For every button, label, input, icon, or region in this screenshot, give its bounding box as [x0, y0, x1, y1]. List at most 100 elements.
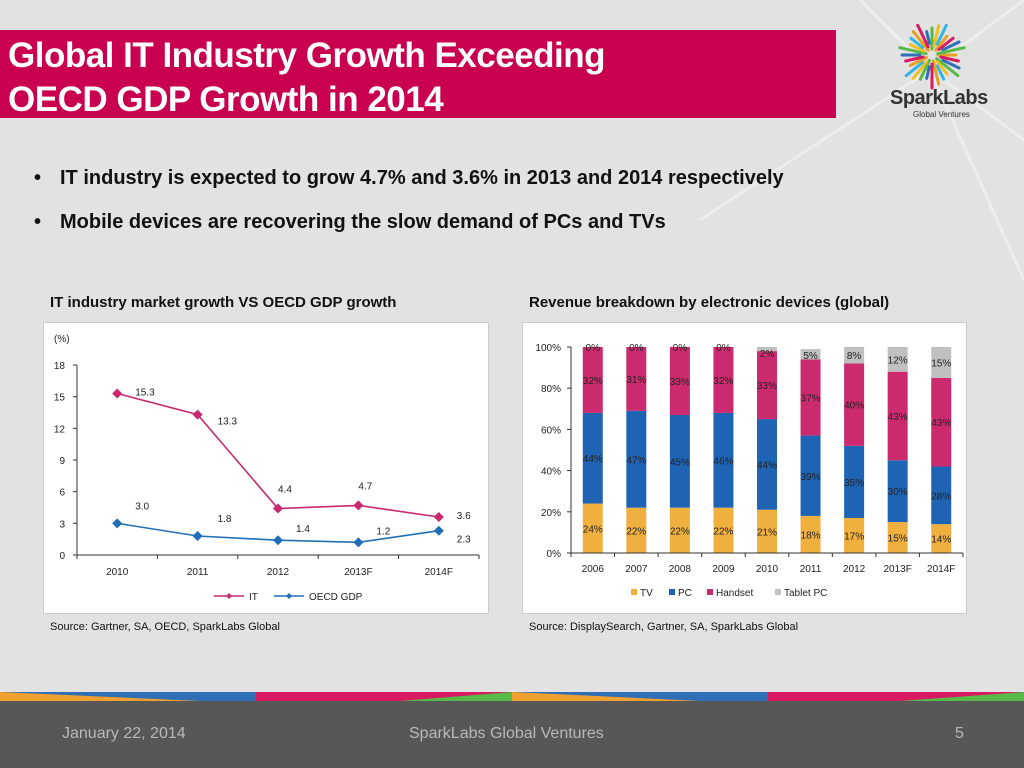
data-label: 33%: [670, 377, 690, 388]
bar-segment-tablet-pc: [931, 347, 952, 378]
y-tick-label: 20%: [541, 508, 561, 519]
legend-swatch: [775, 589, 781, 595]
bar-segment-tablet-pc: [800, 349, 821, 360]
logo-ray: [909, 36, 925, 50]
x-tick-label: 2014F: [927, 564, 955, 575]
data-label: 43%: [931, 418, 951, 429]
data-label: 35%: [844, 478, 864, 489]
bar-segment-pc: [669, 414, 690, 508]
data-label: 37%: [801, 393, 821, 404]
bar-segment-handset: [887, 371, 908, 461]
slide-title: Global IT Industry Growth Exceeding OECD…: [8, 34, 606, 122]
legend-label: TV: [640, 588, 653, 599]
title-line-2: OECD GDP Growth in 2014: [8, 80, 444, 119]
data-label: 0%: [629, 343, 644, 354]
line-chart-source: Source: Gartner, SA, OECD, SparkLabs Glo…: [50, 621, 280, 633]
page-number: 5: [955, 725, 964, 742]
bar-segment-tv: [713, 507, 734, 553]
logo-ray: [916, 23, 930, 49]
bullet-1: • IT industry is expected to grow 4.7% an…: [34, 166, 784, 190]
bar-segment-pc: [800, 435, 821, 516]
bar-segment-pc: [844, 445, 865, 518]
logo-ray: [931, 59, 941, 86]
y-tick-label: 0%: [547, 549, 562, 560]
bar-segment-handset: [626, 347, 647, 411]
title-bar: [0, 30, 836, 118]
bar-segment-tablet-pc: [757, 347, 777, 352]
title-line-1: Global IT Industry Growth Exceeding: [8, 36, 606, 75]
x-tick-label: 2012: [267, 567, 290, 578]
bar-segment-tv: [757, 509, 777, 553]
bar-segment-handset: [757, 351, 777, 420]
data-label: 43%: [888, 412, 908, 423]
y-tick-label: 40%: [541, 467, 561, 478]
bullet-icon: •: [34, 211, 42, 233]
logo-ray: [908, 43, 926, 53]
data-label: 1.8: [218, 514, 232, 525]
x-tick-label: 2006: [582, 564, 605, 575]
bar-segment-handset: [800, 359, 821, 436]
bar-segment-handset: [844, 363, 865, 446]
logo-ray: [935, 64, 946, 81]
y-axis-unit: (%): [54, 334, 70, 345]
bar-segment-pc: [931, 466, 952, 525]
logo-ray: [911, 30, 930, 52]
logo-ray: [925, 65, 931, 80]
x-tick-label: 2010: [106, 567, 129, 578]
logo-ray: [908, 56, 929, 67]
y-tick-label: 18: [54, 361, 66, 372]
data-label: 22%: [626, 526, 646, 537]
data-label: 2.3: [457, 535, 471, 546]
logo-ray: [941, 40, 961, 52]
data-label: 0%: [673, 343, 688, 354]
legend-label: IT: [249, 592, 258, 603]
data-label: 24%: [583, 524, 603, 535]
data-label: 5%: [803, 351, 818, 362]
bar-chart-title: Revenue breakdown by electronic devices …: [529, 294, 890, 311]
y-tick-label: 100%: [535, 343, 561, 354]
data-label: 32%: [713, 376, 733, 387]
x-tick-label: 2011: [800, 564, 822, 575]
bar-segment-handset: [931, 377, 952, 467]
x-tick-label: 2011: [187, 567, 209, 578]
bar-segment-tv: [844, 517, 865, 553]
line-chart: (%) 0 3 6 9 12 15 18 2010 2011 2012 2013F 2014F 15.3 1…: [54, 334, 480, 603]
series-line-it: [116, 392, 439, 518]
logo-ray: [904, 55, 925, 63]
data-label: 31%: [626, 375, 646, 386]
data-label: 40%: [844, 401, 864, 412]
data-label: 28%: [931, 491, 951, 502]
data-label: 4.4: [278, 485, 292, 496]
data-label: 33%: [757, 381, 777, 392]
logo-subtitle: Global Ventures: [913, 110, 970, 119]
bullet-2: • Mobile devices are recovering the slow …: [34, 210, 666, 234]
y-tick-label: 60%: [541, 425, 561, 436]
data-label: 12%: [888, 355, 908, 366]
bar-segment-tv: [626, 507, 647, 553]
logo-ray: [925, 30, 931, 45]
footer-stripe: [0, 692, 1024, 701]
logo-ray: [932, 24, 941, 48]
data-label: 2%: [760, 349, 775, 360]
y-tick-label: 9: [59, 456, 65, 467]
data-label: 17%: [844, 531, 864, 542]
bullet-text: Mobile devices are recovering the slow d…: [60, 211, 666, 233]
logo-ray: [904, 60, 925, 78]
legend-swatch: [669, 589, 675, 595]
data-label: 21%: [757, 527, 777, 538]
bar-segment-handset: [669, 347, 690, 415]
data-label: 44%: [583, 454, 603, 465]
logo-ray: [936, 60, 949, 76]
y-tick-label: 6: [59, 488, 65, 499]
logo-ray: [941, 58, 961, 70]
bar-segment-handset: [713, 347, 734, 413]
bar-segment-handset: [582, 347, 603, 413]
bar-chart-source: Source: DisplaySearch, Gartner, SA, Spar…: [529, 621, 799, 633]
logo-ray: [939, 55, 960, 63]
legend-label: PC: [678, 588, 692, 599]
logo-name: SparkLabs: [890, 87, 988, 109]
x-tick-label: 2013F: [344, 567, 372, 578]
legend-swatch: [707, 589, 713, 595]
data-point: [353, 537, 364, 548]
data-point: [353, 500, 364, 511]
